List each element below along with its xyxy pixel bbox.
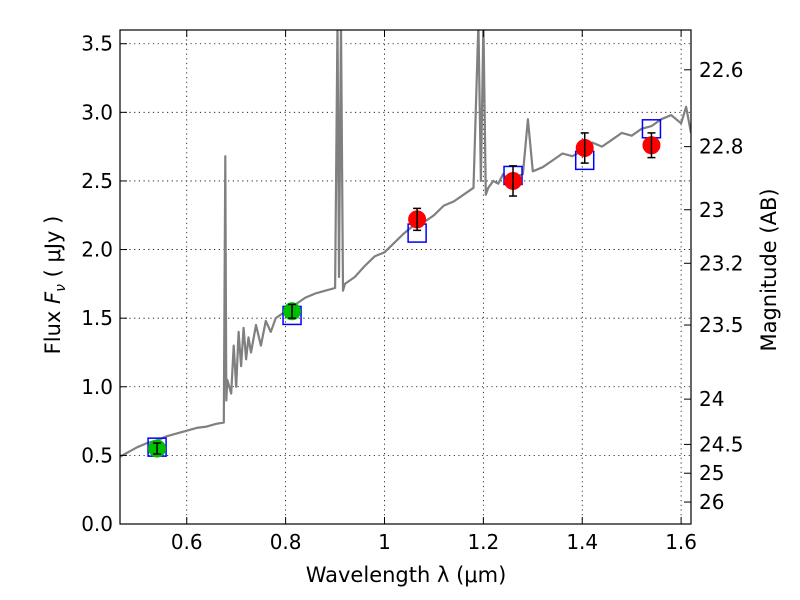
observed-flux-series [148,132,661,458]
x-axis-title: Wavelength λ (μm) [306,563,507,587]
y-axis-title: Flux Fν ( μJy ) [41,216,69,355]
y-axis-title-prefix: Flux [41,304,65,354]
mag-tick-label: 22.6 [699,58,744,82]
x-tick-label: 1.2 [467,530,499,554]
mag-tick-label: 23 [699,198,724,222]
model-spectrum [120,30,691,458]
axis-ticks: 0.6 0.8 1 1.2 1.4 1.6 0.0 0.5 1.0 1.5 2.0 2.5 3.0 3.5… [81,30,744,554]
x-tick-label: 0.6 [171,530,203,554]
y-axis-title-unit: ( μJy ) [41,216,65,284]
mag-tick-label: 26 [699,490,724,514]
y-tick-label: 3.5 [81,32,113,56]
y-tick-label: 1.0 [81,375,113,399]
grid [120,30,691,525]
x-tick-label: 0.8 [270,530,302,554]
mag-tick-label: 24.5 [699,432,744,456]
y-tick-label: 0.0 [81,512,113,536]
x-tick-label: 1.6 [665,530,697,554]
spectrum-line [120,30,691,458]
x-tick-label: 1.4 [566,530,598,554]
y-tick-label: 1.5 [81,306,113,330]
y-axis-title-symbol: F [41,291,65,304]
y-tick-label: 2.5 [81,169,113,193]
mag-tick-label: 22.8 [699,135,744,159]
y2-axis-title: Magnitude (AB) [757,188,781,351]
mag-tick-label: 23.2 [699,251,744,275]
y-tick-label: 0.5 [81,443,113,467]
y-axis-title-sub: ν [53,284,69,292]
mag-tick-label: 23.5 [699,313,744,337]
y-tick-label: 3.0 [81,100,113,124]
y-tick-label: 2.0 [81,238,113,262]
mag-tick-label: 24 [699,387,724,411]
mag-tick-label: 25 [699,461,724,485]
x-tick-label: 1 [378,530,391,554]
plot-frame [119,29,692,525]
